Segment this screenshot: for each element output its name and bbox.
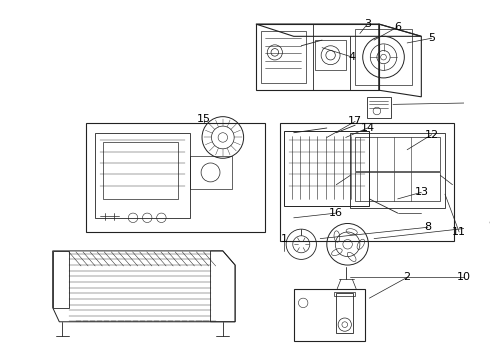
Bar [355, 172, 440, 201]
Bar [284, 131, 369, 207]
Text: 14: 14 [360, 123, 374, 133]
Text: 6: 6 [394, 22, 401, 32]
Text: 16: 16 [329, 208, 343, 218]
Bar [350, 133, 445, 208]
Text: 5: 5 [428, 33, 435, 43]
Bar [368, 97, 391, 118]
Bar [190, 156, 232, 189]
Text: 10: 10 [457, 273, 471, 282]
Text: 2: 2 [404, 273, 411, 282]
Text: 11: 11 [452, 227, 466, 237]
Text: 4: 4 [349, 52, 356, 62]
Bar [95, 133, 190, 218]
Bar [86, 123, 266, 232]
Bar [336, 293, 353, 333]
Bar [294, 289, 365, 341]
Text: 1: 1 [281, 234, 288, 244]
Text: 12: 12 [425, 130, 439, 140]
Bar [279, 123, 454, 242]
Text: 3: 3 [364, 19, 371, 29]
Bar [355, 138, 440, 171]
Bar [355, 29, 412, 85]
Bar [261, 31, 306, 83]
Text: 13: 13 [415, 187, 428, 197]
Text: 7: 7 [489, 98, 490, 108]
Bar [316, 40, 346, 70]
Text: 17: 17 [348, 116, 362, 126]
Text: 9: 9 [489, 220, 490, 230]
Text: 8: 8 [424, 222, 432, 232]
Text: 15: 15 [197, 113, 211, 123]
Bar [103, 142, 178, 199]
Bar [334, 292, 355, 296]
